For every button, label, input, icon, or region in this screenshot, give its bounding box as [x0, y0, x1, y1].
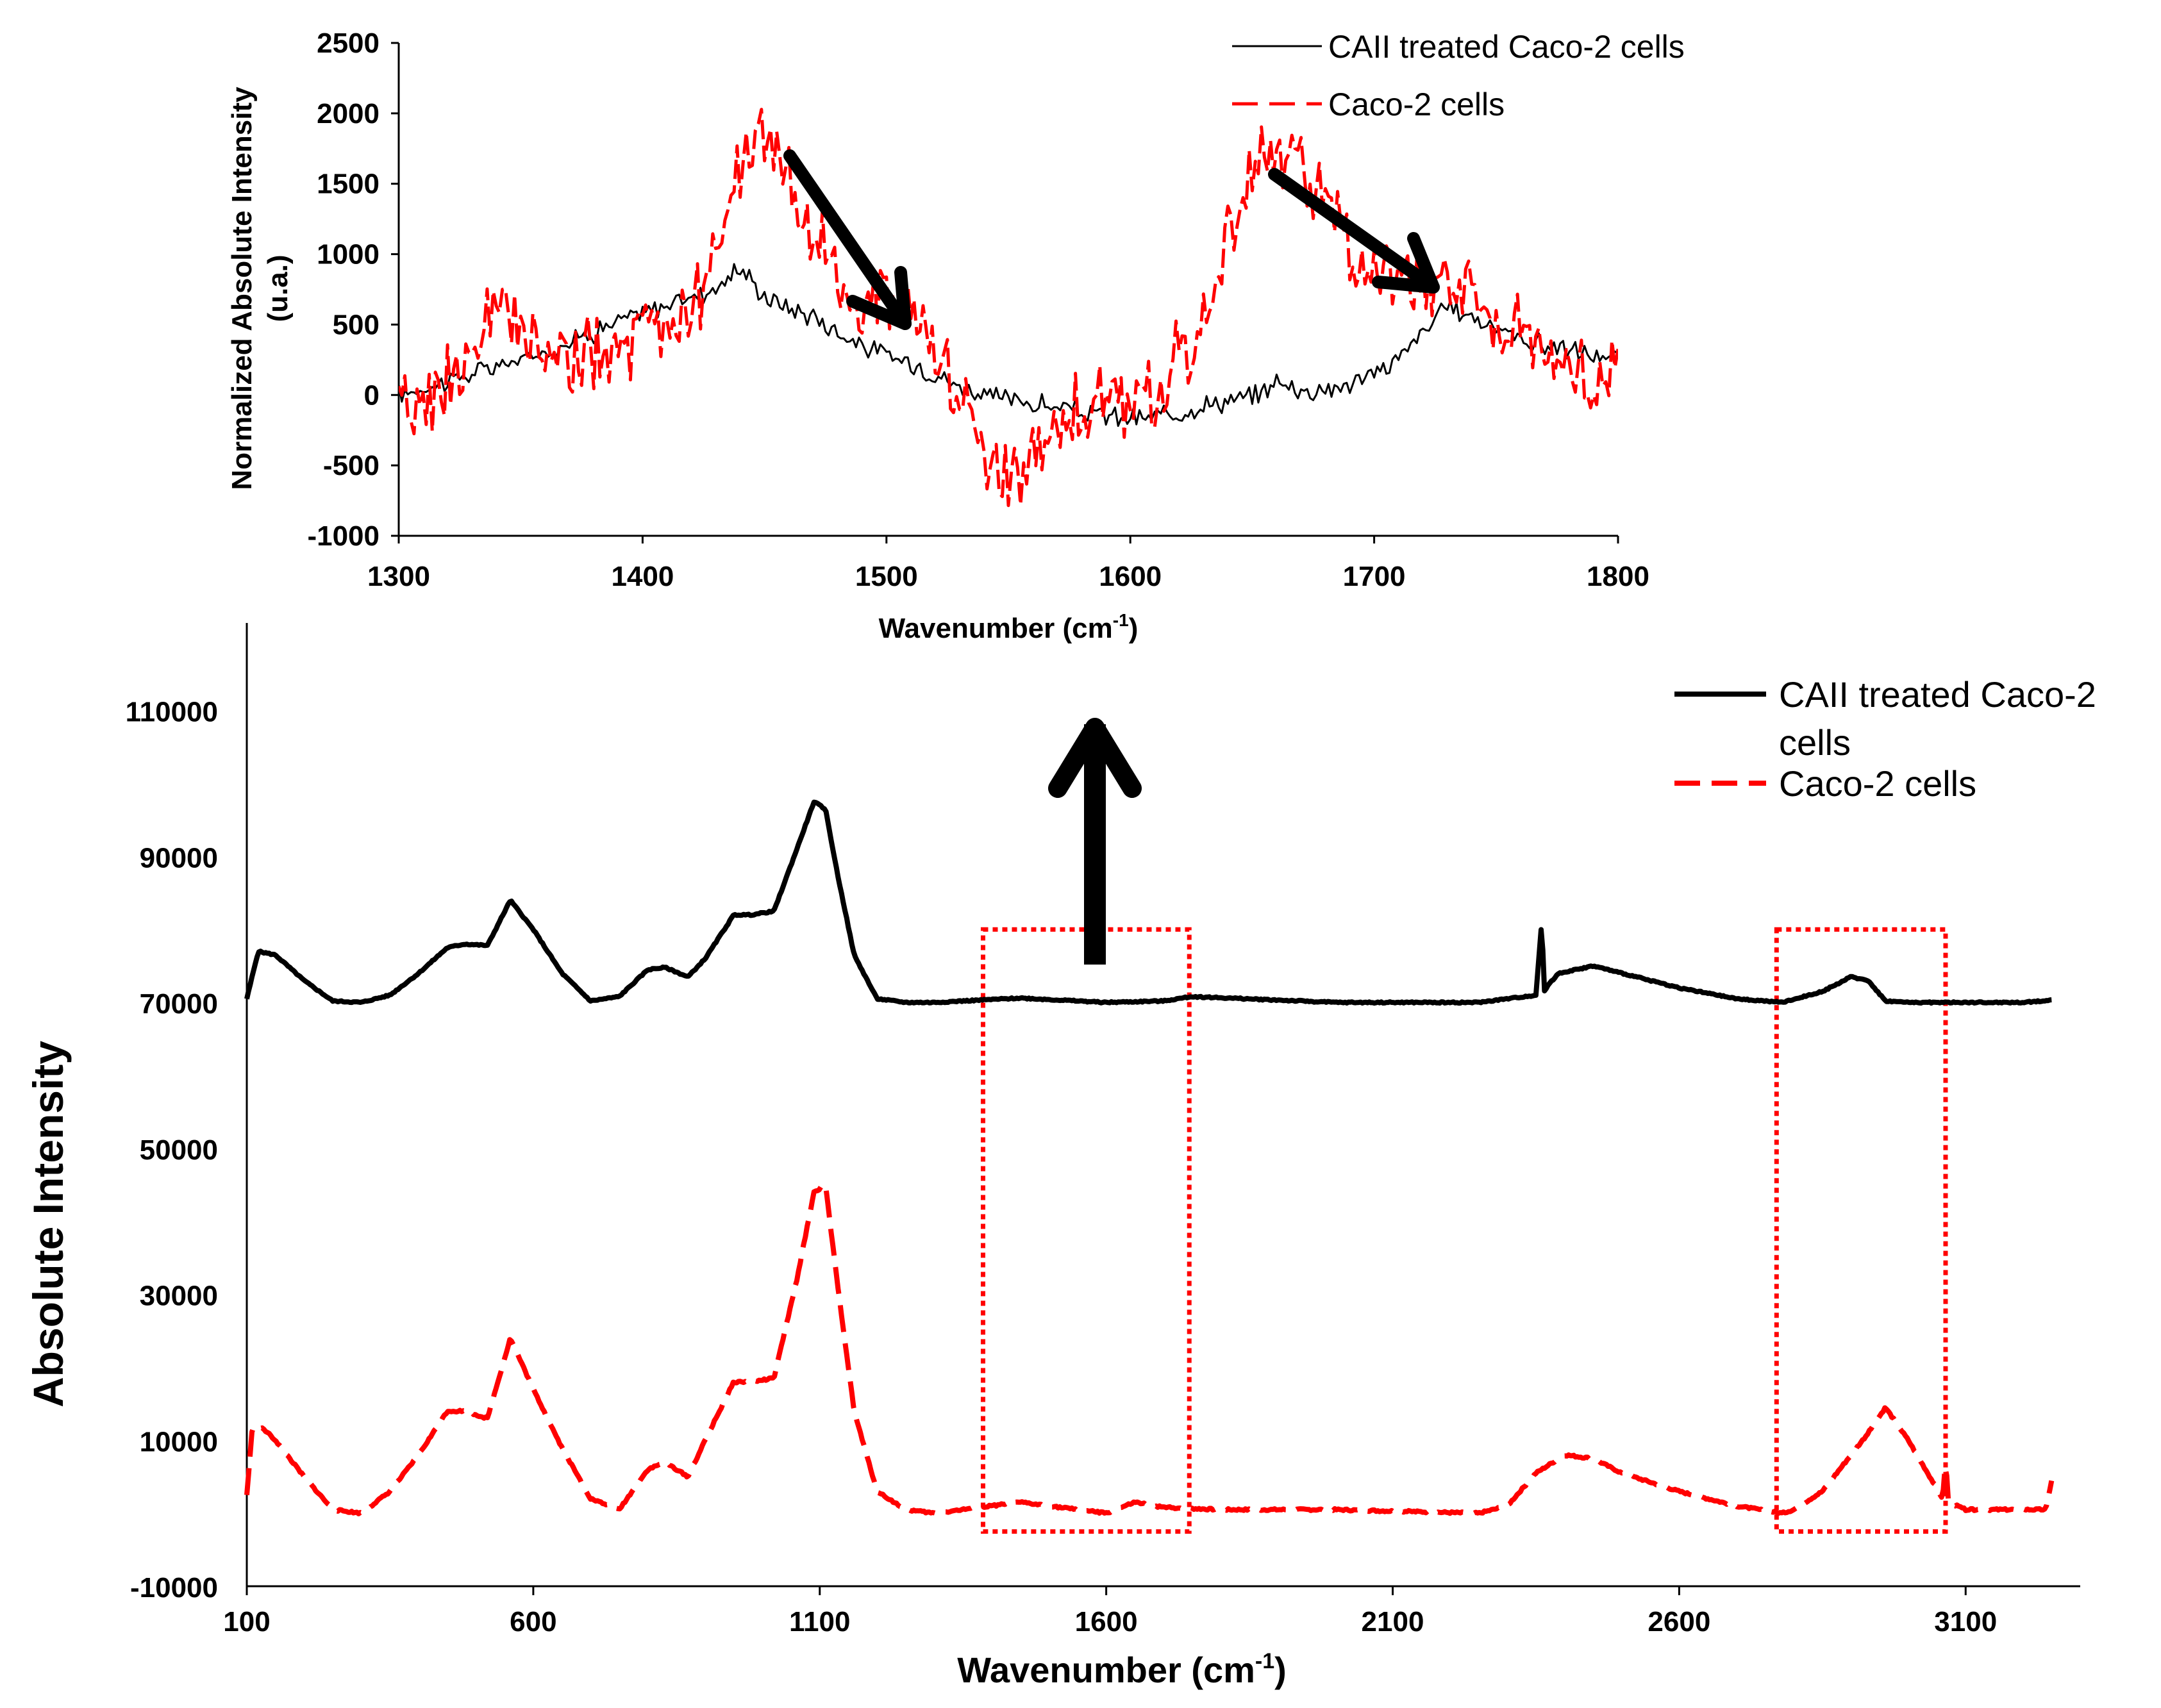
inset-y-tick-label: 2000	[317, 98, 380, 129]
main-y-tick-label: 90000	[140, 842, 218, 874]
main-y-tick-label: -10000	[130, 1572, 218, 1604]
arrow-1-head	[846, 266, 912, 330]
main-y-tick-label: 30000	[140, 1281, 218, 1312]
inset-series	[399, 108, 1618, 508]
main-x-axis-label: Wavenumber (cm-1)	[957, 1649, 1287, 1690]
main-x-tick-label: 3100	[1934, 1606, 1997, 1638]
main-x-tick-label: 600	[510, 1606, 556, 1638]
main-series-treated	[244, 799, 2053, 1006]
inset-series-control	[399, 108, 1618, 508]
inset-x-tick-label: 1300	[367, 561, 430, 592]
inset-y-ticks: 2500 2000 1500 1000 500 0 -500 -1000	[307, 28, 399, 552]
main-y-tick-label: 110000	[126, 697, 218, 728]
main-chart: 110000 90000 70000 50000 30000 10000 -10000 10…	[24, 623, 2096, 1690]
arrow-2-shaft	[1268, 168, 1440, 294]
inset-legend: CAII treated Caco-2 cells Caco-2 cells	[1232, 29, 1685, 122]
inset-y-axis-label-units: (u.a.)	[262, 254, 294, 322]
inset-arrows	[783, 149, 1440, 330]
inset-axes	[397, 43, 1618, 537]
main-highlight-boxes	[980, 927, 1948, 1534]
highlight-box	[980, 927, 1192, 1534]
inset-x-tick-label: 1600	[1099, 561, 1162, 592]
inset-x-axis-label: Wavenumber (cm-1)	[879, 610, 1139, 644]
inset-y-tick-label: 0	[364, 379, 380, 411]
inset-x-ticks: 1300 1400 1500 1600 1700 1800	[367, 536, 1649, 592]
main-x-tick-label: 1100	[789, 1606, 850, 1638]
main-legend-label-treated: CAII treated Caco-2	[1779, 674, 2096, 715]
main-y-tick-label: 10000	[140, 1426, 218, 1457]
inset-x-tick-label: 1400	[611, 561, 674, 592]
main-series-control	[244, 1182, 2055, 1516]
inset-x-tick-label: 1800	[1587, 561, 1649, 592]
main-legend: CAII treated Caco-2 cells Caco-2 cells	[1674, 674, 2096, 804]
zoom-arrow	[1048, 718, 1142, 965]
main-x-tick-label: 100	[223, 1606, 270, 1638]
main-legend-label-treated-cont: cells	[1779, 722, 1851, 763]
inset-legend-label-treated: CAII treated Caco-2 cells	[1328, 29, 1685, 65]
inset-series-treated	[399, 263, 1618, 427]
inset-y-axis-label: Normalized Absolute Intensity	[226, 87, 258, 490]
inset-x-tick-label: 1500	[855, 561, 918, 592]
inset-chart: 2500 2000 1500 1000 500 0 -500 -1000 1300 1400 15…	[226, 28, 1685, 644]
main-x-ticks: 100 600 1100 1600 2100 2600 3100	[223, 1586, 1997, 1638]
arrow-1-shaft	[783, 149, 912, 330]
inset-y-tick-label: 1500	[317, 169, 380, 200]
inset-y-tick-label: 2500	[317, 28, 380, 59]
main-y-tick-label: 50000	[140, 1134, 218, 1166]
inset-legend-label-control: Caco-2 cells	[1328, 87, 1505, 122]
main-x-tick-label: 2600	[1648, 1606, 1710, 1638]
inset-y-tick-label: -1000	[307, 520, 380, 552]
main-y-tick-label: 70000	[140, 988, 218, 1020]
main-y-axis-label: Absolute Intensity	[24, 1041, 72, 1407]
main-legend-label-control: Caco-2 cells	[1779, 763, 1976, 804]
inset-y-tick-label: -500	[323, 450, 380, 481]
zoom-arrow-head	[1048, 718, 1142, 798]
main-x-tick-label: 2100	[1362, 1606, 1424, 1638]
main-x-tick-label: 1600	[1075, 1606, 1138, 1638]
highlight-box	[1774, 927, 1948, 1534]
arrow-2-head	[1372, 232, 1440, 294]
main-y-ticks: 110000 90000 70000 50000 30000 10000 -10000	[126, 697, 218, 1604]
inset-x-tick-label: 1700	[1343, 561, 1406, 592]
inset-y-tick-label: 500	[333, 309, 380, 340]
inset-y-tick-label: 1000	[317, 239, 380, 270]
main-series	[244, 799, 2055, 1516]
